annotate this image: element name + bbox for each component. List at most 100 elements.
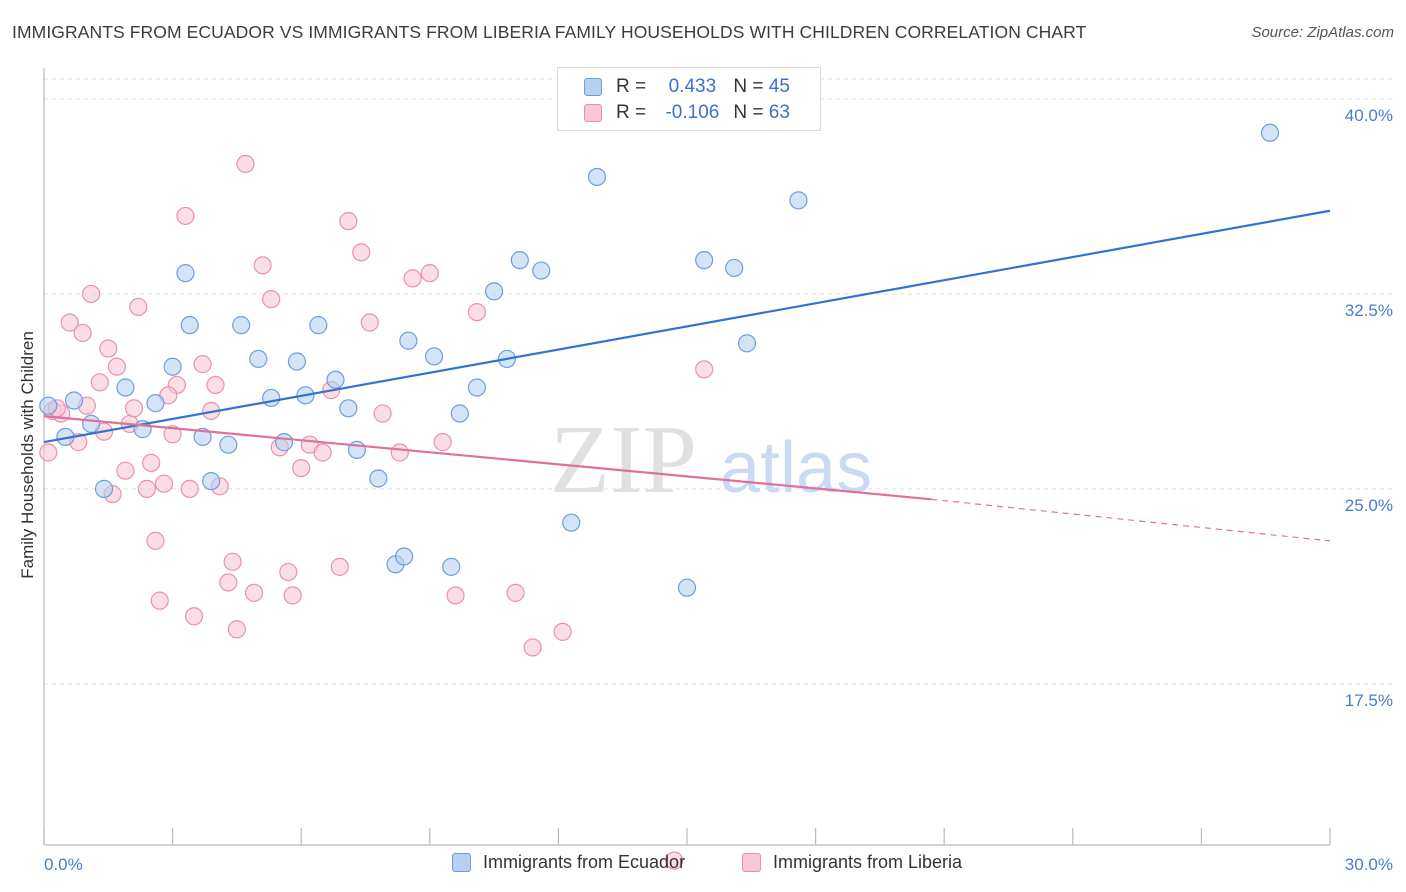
liberia-point (420, 264, 439, 283)
ecuador-point (442, 557, 461, 576)
liberia-point (107, 357, 126, 376)
ecuador-r-label: R = (616, 76, 647, 97)
ecuador-point (116, 378, 135, 397)
liberia-point (154, 474, 174, 493)
ecuador-points (39, 123, 1280, 597)
liberia-point (219, 573, 238, 592)
ecuador-point (677, 578, 697, 597)
liberia-point (180, 479, 199, 498)
ecuador-point (450, 404, 469, 423)
liberia-point (244, 583, 264, 602)
liberia-point (360, 313, 379, 332)
liberia-point (206, 375, 225, 395)
liberia-point (193, 355, 212, 374)
liberia-point (236, 154, 255, 174)
correlation-legend: R = 0.433 N = 45 R = -0.106 N = 63 (557, 67, 821, 131)
liberia-r-value: -0.106 (665, 102, 720, 123)
liberia-legend-swatch (742, 853, 761, 872)
ecuador-point (309, 316, 328, 335)
ecuador-legend-label: Immigrants from Ecuador (483, 852, 686, 872)
liberia-point (523, 638, 542, 657)
liberia-point (506, 583, 525, 602)
tick-labels: 17.5% 25.0% 32.5% 40.0% 0.0% 30.0% (44, 106, 1393, 874)
liberia-point (163, 425, 182, 444)
liberia-n-value: 63 (768, 102, 790, 123)
ecuador-point (176, 264, 195, 283)
x-tick-label-start: 0.0% (44, 855, 83, 874)
ecuador-point (399, 331, 418, 350)
ecuador-point (262, 388, 281, 408)
liberia-point (146, 531, 165, 550)
liberia-point (665, 851, 684, 870)
ecuador-point (219, 435, 238, 454)
ecuador-point (146, 394, 165, 413)
liberia-point (283, 586, 302, 605)
liberia-point (279, 562, 298, 582)
ecuador-point (789, 191, 808, 210)
liberia-point (116, 461, 135, 480)
y-tick-label: 40.0% (1345, 106, 1393, 125)
ecuador-point (1260, 123, 1280, 142)
liberia-point (253, 256, 272, 275)
ecuador-point (180, 316, 199, 335)
ecuador-point (485, 282, 504, 301)
liberia-point (467, 303, 487, 322)
liberia-point (553, 622, 572, 641)
ecuador-point (326, 370, 345, 389)
ecuador-legend-swatch (452, 853, 471, 872)
liberia-point (150, 591, 169, 610)
legend-row-ecuador: R = 0.433 N = 45 (584, 75, 790, 99)
liberia-point (99, 339, 118, 358)
x-tick-label-end: 30.0% (1345, 855, 1393, 874)
liberia-point (227, 620, 246, 639)
ecuador-point (510, 251, 529, 270)
ecuador-point (39, 396, 58, 415)
y-tick-label: 32.5% (1345, 301, 1393, 320)
ecuador-point (369, 469, 388, 488)
liberia-point (142, 453, 161, 472)
liberia-point (184, 607, 204, 626)
liberia-point (433, 433, 452, 452)
ecuador-swatch (584, 78, 602, 96)
liberia-point (403, 269, 422, 288)
ecuador-point (467, 378, 487, 397)
y-tick-label: 25.0% (1345, 496, 1393, 515)
ecuador-point (695, 251, 714, 270)
liberia-point (390, 443, 409, 462)
ecuador-point (82, 414, 101, 434)
bottom-legend-liberia: Immigrants from Liberia (742, 852, 962, 873)
ecuador-point (94, 479, 114, 498)
ecuador-point (274, 433, 294, 452)
liberia-trend-line (43, 415, 932, 501)
ecuador-point (737, 334, 757, 353)
ecuador-r-value: 0.433 (668, 76, 717, 97)
liberia-point (339, 212, 358, 231)
liberia-legend-label: Immigrants from Liberia (773, 852, 963, 872)
source-label: Source: ZipAtlas.com (1251, 24, 1394, 41)
ecuador-point (587, 167, 607, 187)
ecuador-n-value: 45 (768, 76, 790, 97)
ecuador-point (232, 316, 251, 335)
liberia-point (90, 373, 109, 392)
liberia-point (73, 323, 92, 343)
liberia-point (292, 458, 311, 478)
ecuador-point (163, 357, 182, 376)
liberia-point (176, 206, 195, 226)
ecuador-point (64, 391, 84, 410)
liberia-point (124, 399, 144, 418)
ecuador-point (725, 258, 744, 278)
liberia-swatch (584, 104, 602, 122)
liberia-point (695, 360, 714, 379)
ecuador-trend-line (43, 209, 1331, 444)
legend-row-liberia: R = -0.106 N = 63 (584, 101, 790, 125)
ecuador-point (424, 347, 444, 366)
liberia-point (352, 243, 371, 262)
chart-title: IMMIGRANTS FROM ECUADOR VS IMMIGRANTS FR… (12, 22, 1087, 42)
liberia-point (330, 557, 349, 576)
ecuador-point (249, 349, 268, 369)
ecuador-point (394, 547, 414, 566)
liberia-point (313, 443, 332, 462)
ecuador-point (532, 261, 551, 280)
liberia-r-label: R = (616, 102, 647, 123)
